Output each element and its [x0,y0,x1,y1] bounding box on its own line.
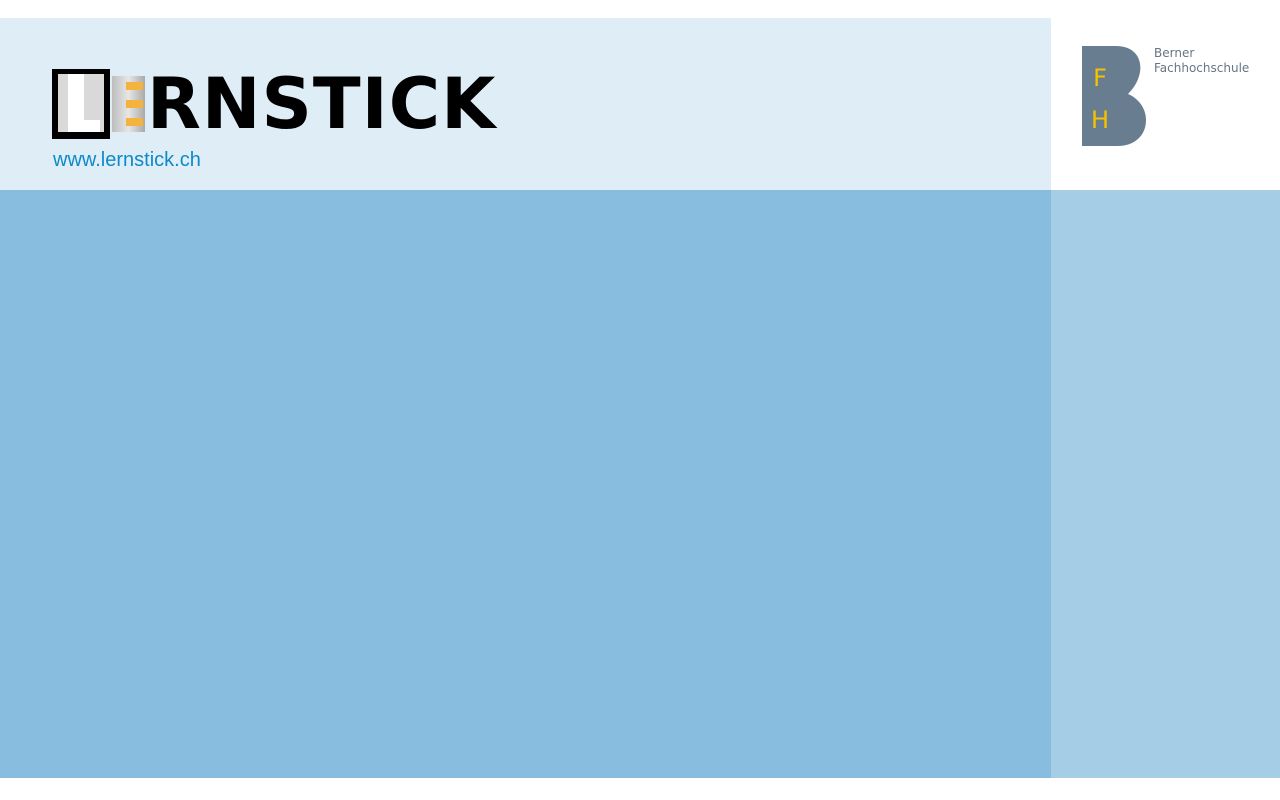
logo-wordmark: RNSTICK [147,63,497,145]
website-link[interactable]: www.lernstick.ch [53,149,201,171]
lernstick-logo: RNSTICK [52,68,496,140]
bfh-letter-f: F [1093,64,1107,92]
side-area [1051,190,1280,778]
institution-line1: Berner [1154,46,1195,60]
header-banner [0,18,1051,190]
institution-name: Berner Fachhochschule [1154,46,1249,76]
usb-stick-icon [112,76,145,132]
institution-line2: Fachhochschule [1154,61,1250,75]
bfh-letter-h: H [1091,106,1109,134]
bfh-logo-icon: F H [1082,46,1146,146]
logo-l-icon [52,69,110,139]
main-area [0,190,1051,778]
footer-strip [0,778,1280,800]
